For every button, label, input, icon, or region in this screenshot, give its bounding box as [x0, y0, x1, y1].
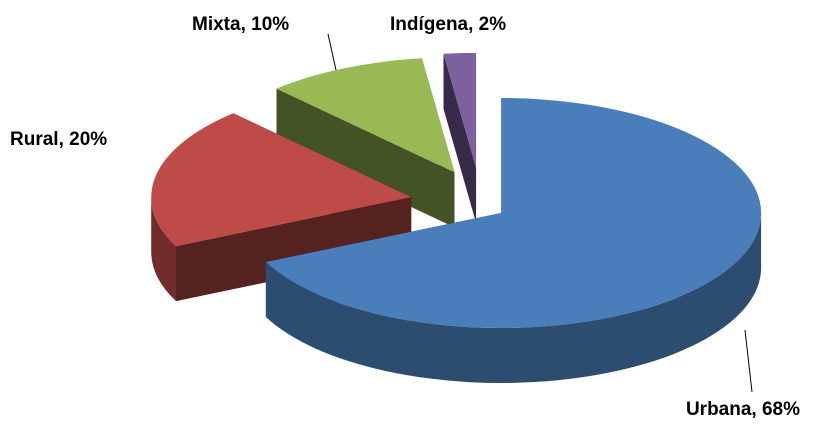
data-label: Rural, 20% — [10, 129, 107, 150]
slice — [151, 113, 412, 247]
data-label: Urbana, 68% — [686, 399, 800, 420]
slice-side — [443, 53, 477, 223]
slice-wall — [265, 213, 762, 383]
slice — [265, 98, 762, 328]
data-label: Mixta, 10% — [192, 14, 289, 35]
slice-side — [276, 88, 455, 228]
leader-line — [744, 329, 753, 393]
leader-line — [327, 33, 337, 71]
slice — [276, 58, 455, 173]
slice-wall — [151, 197, 176, 302]
slice — [443, 52, 477, 168]
data-label: Indígena, 2% — [390, 14, 506, 35]
